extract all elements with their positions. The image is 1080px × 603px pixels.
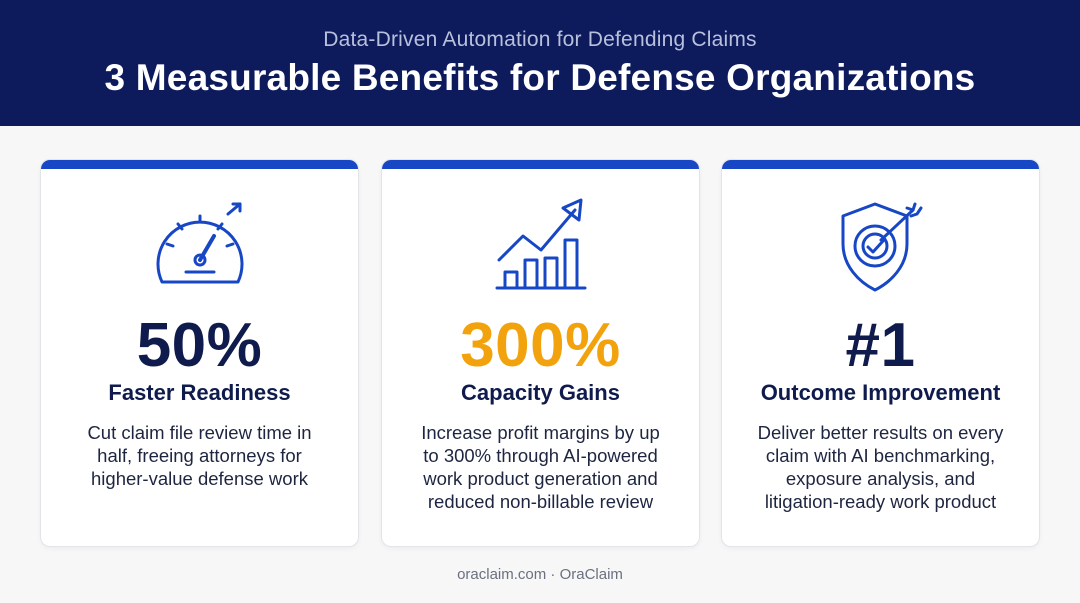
growth-chart-icon: [382, 196, 699, 292]
benefit-card-readiness: 50% Faster Readiness Cut claim file revi…: [41, 160, 358, 546]
page-subtitle: Data-Driven Automation for Defending Cla…: [323, 28, 757, 51]
stat-description: Cut claim file review time in half, free…: [87, 422, 312, 489]
footer-credit: oraclaim.com · OraClaim: [457, 566, 623, 583]
stat-description: Increase profit margins by up to 300% th…: [421, 422, 660, 512]
page-title: 3 Measurable Benefits for Defense Organi…: [104, 57, 976, 98]
card-accent-bar: [382, 160, 699, 169]
stat-value: 300%: [460, 311, 621, 380]
stat-label: Faster Readiness: [108, 380, 291, 405]
benefit-card-capacity: 300% Capacity Gains Increase profit marg…: [382, 160, 699, 546]
card-accent-bar: [41, 160, 358, 169]
header-banner: Data-Driven Automation for Defending Cla…: [0, 0, 1080, 126]
card-accent-bar: [722, 160, 1039, 169]
stat-description: Deliver better results on every claim wi…: [757, 422, 1004, 512]
stat-label: Outcome Improvement: [760, 380, 1001, 405]
speedometer-icon: [41, 200, 358, 290]
benefit-card-outcome: #1 Outcome Improvement Deliver better re…: [722, 160, 1039, 546]
stat-value: 50%: [136, 311, 263, 380]
stat-label: Capacity Gains: [461, 380, 620, 405]
shield-target-icon: [722, 200, 1039, 294]
stat-value: #1: [845, 311, 916, 380]
